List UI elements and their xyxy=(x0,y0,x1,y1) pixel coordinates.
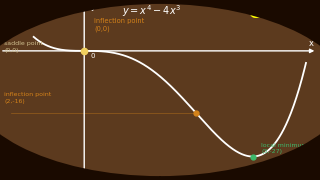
Text: local minimum
(3,-27): local minimum (3,-27) xyxy=(261,143,308,154)
Text: inflection point
(2,-16): inflection point (2,-16) xyxy=(4,92,52,104)
Text: $y = x^4 - 4x^3$: $y = x^4 - 4x^3$ xyxy=(122,3,181,19)
Text: y: y xyxy=(91,2,96,11)
Text: inflection point
(0,0): inflection point (0,0) xyxy=(94,18,145,32)
Text: saddle point
(0,0): saddle point (0,0) xyxy=(4,41,44,53)
Text: Graph: Graph xyxy=(248,6,300,21)
Text: x: x xyxy=(308,39,313,48)
Text: 0: 0 xyxy=(91,53,95,59)
